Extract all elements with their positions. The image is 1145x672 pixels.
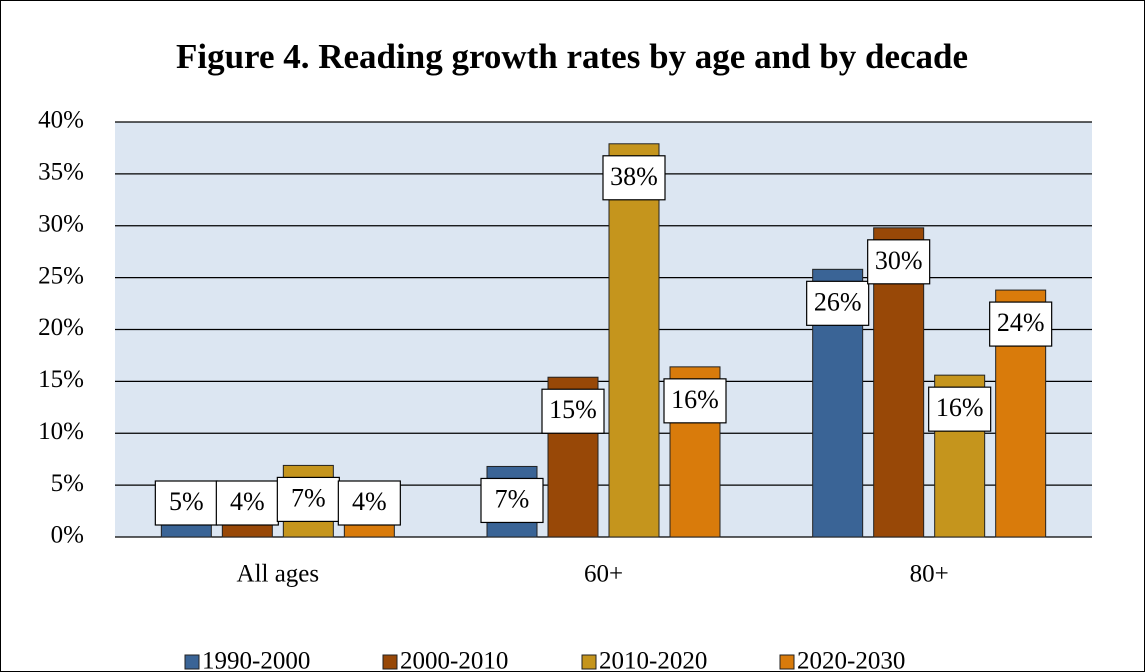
data-label-box [541, 388, 605, 434]
legend-label: 1990-2000 [202, 648, 310, 672]
data-label-box [480, 477, 544, 524]
data-label: 26% [814, 287, 862, 316]
x-tick-label: All ages [237, 561, 320, 588]
y-tick-label: 5% [51, 470, 84, 497]
legend-swatch [581, 654, 597, 670]
y-tick-label: 0% [51, 522, 84, 549]
data-label-box [928, 386, 992, 432]
data-label: 15% [549, 395, 597, 424]
data-label: 4% [230, 487, 265, 516]
bar [608, 143, 660, 538]
data-label-box [276, 476, 340, 523]
y-tick-label: 35% [38, 159, 84, 186]
x-tick-label: 60+ [584, 561, 623, 588]
data-label: 38% [610, 162, 658, 191]
y-tick-label: 15% [38, 366, 84, 393]
legend-swatch [382, 654, 398, 670]
x-tick-label: 80+ [910, 561, 949, 588]
data-label-box [602, 155, 666, 201]
data-label: 7% [495, 484, 530, 513]
legend-swatch [184, 654, 200, 670]
legend-label: 2020-2030 [797, 648, 905, 672]
data-label: 16% [671, 385, 719, 414]
data-label-box [663, 378, 727, 424]
data-label-box [989, 301, 1053, 347]
legend-label: 2010-2020 [599, 648, 707, 672]
data-label: 5% [169, 487, 204, 516]
data-label: 7% [291, 483, 326, 512]
data-label: 16% [936, 393, 984, 422]
data-label-box [337, 480, 401, 526]
data-label: 4% [352, 487, 387, 516]
data-label-box [867, 239, 931, 285]
data-label-box [806, 280, 870, 326]
data-label: 30% [875, 246, 923, 275]
y-tick-label: 30% [38, 210, 84, 237]
data-label: 24% [997, 308, 1045, 337]
legend-label: 2000-2010 [400, 648, 508, 672]
data-label-box [215, 480, 279, 526]
y-tick-label: 10% [38, 418, 84, 445]
y-tick-label: 25% [38, 262, 84, 289]
y-tick-label: 40% [38, 107, 84, 134]
legend-swatch [779, 654, 795, 670]
y-tick-label: 20% [38, 314, 84, 341]
data-label-box [154, 480, 218, 526]
chart-title: Figure 4. Reading growth rates by age an… [176, 37, 968, 76]
